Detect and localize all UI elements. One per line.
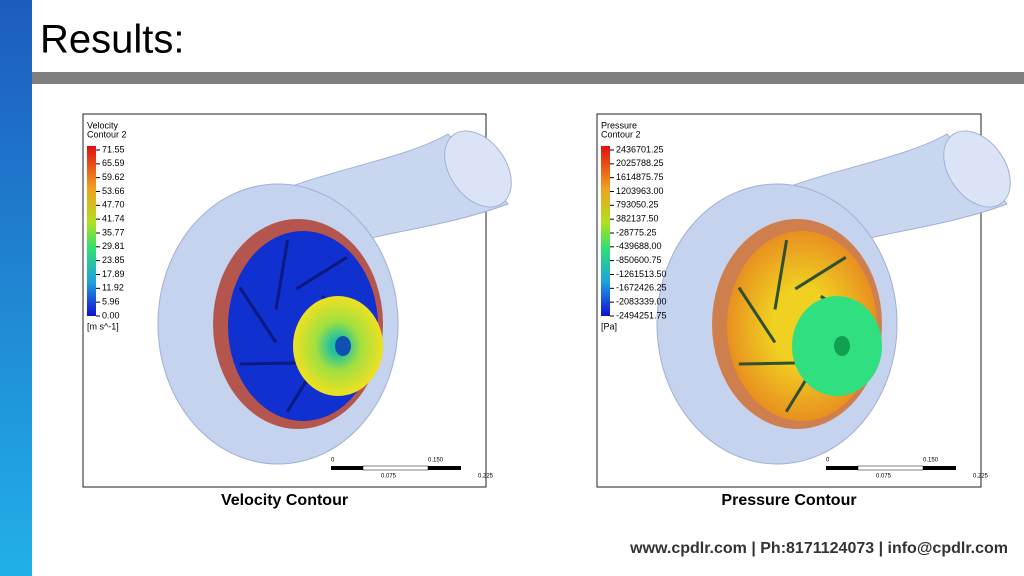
blade — [794, 256, 847, 291]
legend-label: -850600.75 — [616, 255, 662, 265]
scale-label: 0.225 — [478, 474, 494, 480]
legend-title: Velocity — [87, 120, 119, 130]
blade — [238, 286, 278, 344]
hub-hole — [834, 336, 850, 356]
blade — [737, 286, 777, 344]
legend-label: 71.55 — [102, 144, 125, 154]
blade — [274, 239, 290, 310]
legend-label: -1261513.50 — [616, 269, 667, 279]
legend-label: -2083339.00 — [616, 297, 667, 307]
legend-label: -1672426.25 — [616, 283, 667, 293]
legend-label: 23.85 — [102, 255, 125, 265]
scale-label: 0.225 — [973, 474, 989, 480]
legend-label: 29.81 — [102, 241, 125, 251]
scale-label: 0.150 — [923, 458, 939, 464]
scale-label: 0 — [331, 458, 335, 464]
legend-label: 793050.25 — [616, 200, 659, 210]
legend-label: 41.74 — [102, 214, 125, 224]
legend-subtitle: Contour 2 — [601, 129, 641, 139]
caption: Velocity Contour — [221, 492, 348, 509]
blade — [773, 239, 789, 310]
title-rule — [32, 72, 1024, 84]
legend-label: 2025788.25 — [616, 158, 664, 168]
legend-label: 47.70 — [102, 200, 125, 210]
scale-label: 0 — [826, 458, 830, 464]
legend-label: 65.59 — [102, 158, 125, 168]
legend-label: 11.92 — [102, 283, 124, 293]
scale-label: 0.150 — [428, 458, 444, 464]
legend-label: 17.89 — [102, 269, 125, 279]
legend-label: -439688.00 — [616, 241, 662, 251]
legend-label: -2494251.75 — [616, 310, 667, 320]
legend-label: 59.62 — [102, 172, 125, 182]
blade — [239, 361, 297, 366]
side-bar — [0, 0, 32, 576]
legend-label: 2436701.25 — [616, 144, 664, 154]
color-bar — [601, 146, 610, 316]
legend-label: -28775.25 — [616, 227, 657, 237]
footer: www.cpdlr.com | Ph:8171124073 | info@cpd… — [629, 540, 1008, 557]
outlet-opening — [444, 130, 512, 208]
legend-title: Pressure — [601, 120, 637, 130]
outlet-opening — [943, 130, 1011, 208]
slide-title: Results: — [40, 18, 185, 62]
blade — [738, 361, 796, 366]
scale-label: 0.075 — [876, 474, 892, 480]
hub-hole — [335, 336, 351, 356]
scale-bar-light — [857, 465, 924, 471]
scale-bar-light — [362, 465, 429, 471]
legend-unit: [Pa] — [601, 321, 617, 331]
legend-label: 5.96 — [102, 297, 120, 307]
legend-label: 1614875.75 — [616, 172, 664, 182]
color-bar — [87, 146, 96, 316]
legend-label: 53.66 — [102, 186, 125, 196]
legend-label: 0.00 — [102, 310, 120, 320]
legend-label: 382137.50 — [616, 214, 659, 224]
blade — [295, 256, 348, 291]
scale-label: 0.075 — [381, 474, 397, 480]
legend-label: 35.77 — [102, 227, 125, 237]
legend-unit: [m s^-1] — [87, 321, 119, 331]
legend-label: 1203963.00 — [616, 186, 664, 196]
legend-subtitle: Contour 2 — [87, 129, 127, 139]
caption: Pressure Contour — [721, 492, 856, 509]
